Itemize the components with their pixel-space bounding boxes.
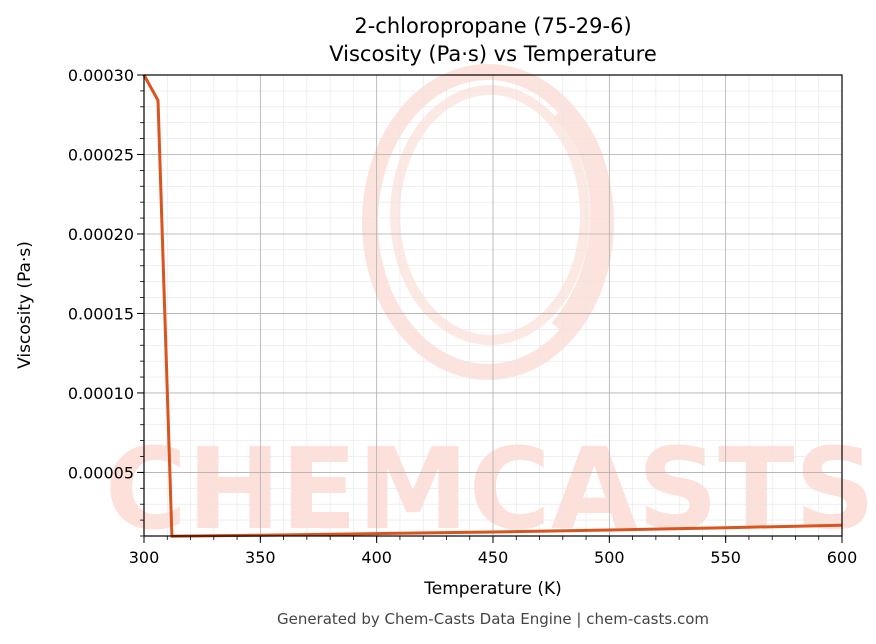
x-tick-label: 450 <box>478 548 509 567</box>
chart-subtitle: Viscosity (Pa·s) vs Temperature <box>329 42 657 66</box>
x-tick-label: 600 <box>827 548 858 567</box>
axis-ticks <box>137 74 843 543</box>
x-tick-labels: 300 350 400 450 500 550 600 <box>129 548 858 567</box>
watermark-swirl-icon <box>362 64 614 380</box>
y-tick-label: 0.00015 <box>68 304 134 323</box>
y-tick-labels: 0.00005 0.00010 0.00015 0.00020 0.00025 0.000… <box>68 66 134 482</box>
y-axis-label: Viscosity (Pa·s) <box>15 241 35 369</box>
x-tick-label: 550 <box>710 548 741 567</box>
y-tick-label: 0.00025 <box>68 145 134 164</box>
y-tick-label: 0.00020 <box>68 225 134 244</box>
x-tick-label: 350 <box>245 548 276 567</box>
x-tick-label: 400 <box>361 548 392 567</box>
series-layer <box>142 74 843 538</box>
x-tick-label: 500 <box>594 548 625 567</box>
y-tick-label: 0.00010 <box>68 384 134 403</box>
footer-credit: Generated by Chem-Casts Data Engine | ch… <box>277 610 709 628</box>
chart-title: 2-chloropropane (75-29-6) <box>354 14 631 38</box>
x-axis-label: Temperature (K) <box>423 579 562 599</box>
y-tick-label: 0.00005 <box>68 463 134 482</box>
y-tick-label: 0.00030 <box>68 66 134 85</box>
x-tick-label: 300 <box>129 548 160 567</box>
series-line <box>142 74 843 538</box>
